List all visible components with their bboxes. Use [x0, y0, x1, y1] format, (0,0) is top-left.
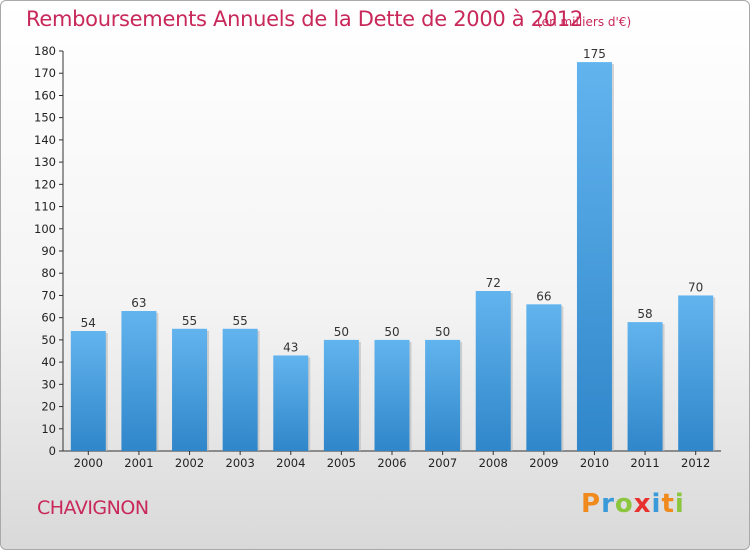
- x-tick-label: 2001: [124, 456, 153, 470]
- y-tick-label: 170: [34, 66, 56, 80]
- commune-name: CHAVIGNON: [37, 497, 149, 519]
- value-label: 50: [334, 325, 349, 339]
- bar-2004: [273, 355, 309, 451]
- bar-2007: [425, 339, 461, 451]
- y-tick-label: 50: [41, 333, 56, 347]
- x-tick-label: 2000: [74, 456, 103, 470]
- value-label: 63: [131, 296, 146, 310]
- value-label: 55: [233, 314, 248, 328]
- proxiti-logo: Proxiti: [581, 489, 685, 519]
- y-tick-label: 10: [41, 422, 56, 436]
- value-label: 70: [688, 280, 703, 294]
- y-tick-label: 0: [49, 444, 56, 458]
- x-tick-label: 2011: [630, 456, 659, 470]
- value-label: 50: [384, 325, 399, 339]
- x-tick-label: 2003: [226, 456, 255, 470]
- bar-2006: [374, 339, 410, 451]
- bar-2002: [172, 328, 208, 451]
- bar-2012: [678, 295, 714, 451]
- value-label: 66: [536, 289, 551, 303]
- x-tick-label: 2010: [580, 456, 609, 470]
- value-label: 58: [637, 307, 652, 321]
- x-tick-label: 2004: [276, 456, 305, 470]
- y-tick-label: 90: [41, 244, 56, 258]
- bar-2010: [576, 62, 612, 451]
- value-label: 55: [182, 314, 197, 328]
- y-tick-label: 80: [41, 266, 56, 280]
- y-tick-label: 140: [34, 133, 56, 147]
- x-tick-label: 2005: [327, 456, 356, 470]
- value-label: 175: [583, 47, 606, 61]
- bar-2008: [475, 291, 511, 451]
- bar-2011: [627, 322, 663, 451]
- y-tick-label: 20: [41, 400, 56, 414]
- y-tick-label: 110: [34, 200, 56, 214]
- y-tick-label: 180: [34, 44, 56, 58]
- x-tick-label: 2012: [681, 456, 710, 470]
- y-tick-label: 100: [34, 222, 56, 236]
- bar-2001: [121, 311, 157, 451]
- y-tick-label: 60: [41, 311, 56, 325]
- value-label: 43: [283, 340, 298, 354]
- x-tick-label: 2007: [428, 456, 457, 470]
- value-label: 50: [435, 325, 450, 339]
- bar-2005: [323, 339, 359, 451]
- chart-title: Remboursements Annuels de la Dette de 20…: [26, 7, 583, 31]
- y-tick-label: 150: [34, 111, 56, 125]
- x-tick-label: 2002: [175, 456, 204, 470]
- y-tick-label: 30: [41, 377, 56, 391]
- y-tick-label: 70: [41, 288, 56, 302]
- bar-2003: [222, 328, 258, 451]
- bar-2000: [70, 331, 106, 451]
- y-tick-label: 40: [41, 355, 56, 369]
- bar-2009: [526, 304, 562, 451]
- chart-unit: (en milliers d'€): [537, 15, 632, 29]
- x-tick-label: 2008: [479, 456, 508, 470]
- x-tick-label: 2006: [377, 456, 406, 470]
- y-tick-label: 160: [34, 88, 56, 102]
- value-label: 54: [81, 316, 96, 330]
- value-label: 72: [486, 276, 501, 290]
- x-tick-label: 2009: [529, 456, 558, 470]
- y-tick-label: 120: [34, 177, 56, 191]
- y-tick-label: 130: [34, 155, 56, 169]
